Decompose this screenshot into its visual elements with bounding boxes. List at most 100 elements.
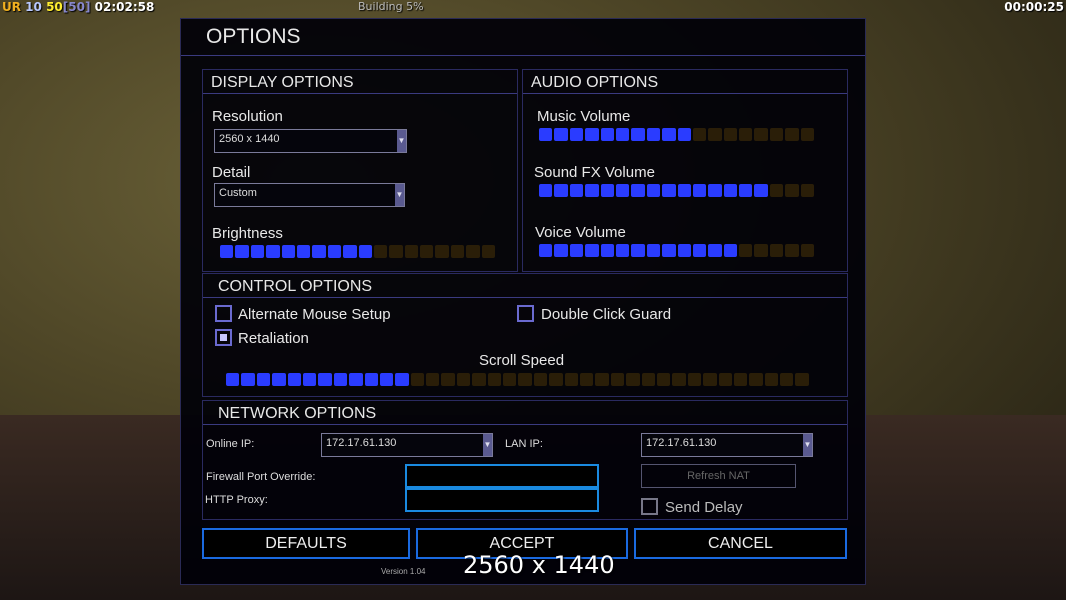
slider-segment[interactable] xyxy=(646,184,661,197)
slider-segment[interactable] xyxy=(769,244,784,257)
slider-segment[interactable] xyxy=(226,373,240,386)
slider-segment[interactable] xyxy=(754,244,768,257)
slider-segment[interactable] xyxy=(426,373,440,386)
slider-segment[interactable] xyxy=(692,244,707,257)
slider-segment[interactable] xyxy=(595,373,609,386)
slider-segment[interactable] xyxy=(626,373,640,386)
slider-segment[interactable] xyxy=(564,373,578,386)
slider-segment[interactable] xyxy=(615,128,630,141)
slider-segment[interactable] xyxy=(733,373,748,386)
slider-segment[interactable] xyxy=(723,244,738,257)
slider-segment[interactable] xyxy=(420,245,434,258)
slider-segment[interactable] xyxy=(800,128,815,141)
online-ip-dropdown[interactable]: 172.17.61.130 ▼ xyxy=(321,433,493,457)
slider-segment[interactable] xyxy=(739,128,753,141)
slider-segment[interactable] xyxy=(795,373,809,386)
slider-segment[interactable] xyxy=(677,244,691,257)
http-proxy-input[interactable] xyxy=(405,488,599,512)
slider-segment[interactable] xyxy=(312,245,326,258)
alternate-mouse-checkbox[interactable] xyxy=(215,305,232,322)
slider-segment[interactable] xyxy=(641,373,655,386)
slider-segment[interactable] xyxy=(585,244,599,257)
slider-segment[interactable] xyxy=(349,373,363,386)
slider-segment[interactable] xyxy=(610,373,625,386)
detail-dropdown[interactable]: Custom ▼ xyxy=(214,183,405,207)
retaliation-checkbox[interactable] xyxy=(215,329,232,346)
slider-segment[interactable] xyxy=(692,184,707,197)
slider-segment[interactable] xyxy=(569,128,584,141)
slider-segment[interactable] xyxy=(404,245,419,258)
firewall-port-input[interactable] xyxy=(405,464,599,488)
slider-segment[interactable] xyxy=(318,373,332,386)
defaults-button[interactable]: DEFAULTS xyxy=(202,528,410,559)
slider-segment[interactable] xyxy=(785,184,799,197)
slider-segment[interactable] xyxy=(410,373,425,386)
slider-segment[interactable] xyxy=(800,244,815,257)
slider-segment[interactable] xyxy=(364,373,378,386)
slider-segment[interactable] xyxy=(800,184,815,197)
resolution-dropdown[interactable]: 2560 x 1440 ▼ xyxy=(214,129,407,153)
slider-segment[interactable] xyxy=(554,244,568,257)
slider-segment[interactable] xyxy=(466,245,480,258)
slider-segment[interactable] xyxy=(250,245,265,258)
slider-segment[interactable] xyxy=(287,373,301,386)
slider-segment[interactable] xyxy=(600,244,614,257)
slider-segment[interactable] xyxy=(518,373,532,386)
slider-segment[interactable] xyxy=(539,244,553,257)
slider-segment[interactable] xyxy=(615,244,630,257)
slider-segment[interactable] xyxy=(266,245,280,258)
slider-segment[interactable] xyxy=(281,245,295,258)
slider-segment[interactable] xyxy=(600,128,614,141)
slider-segment[interactable] xyxy=(395,373,409,386)
slider-segment[interactable] xyxy=(769,184,784,197)
slider-segment[interactable] xyxy=(631,128,645,141)
slider-segment[interactable] xyxy=(441,373,455,386)
slider-segment[interactable] xyxy=(646,128,661,141)
voice-volume-slider[interactable] xyxy=(539,244,815,257)
slider-segment[interactable] xyxy=(343,245,357,258)
slider-segment[interactable] xyxy=(687,373,702,386)
slider-segment[interactable] xyxy=(327,245,342,258)
slider-segment[interactable] xyxy=(549,373,563,386)
slider-segment[interactable] xyxy=(677,128,691,141)
slider-segment[interactable] xyxy=(662,128,676,141)
slider-segment[interactable] xyxy=(435,245,449,258)
slider-segment[interactable] xyxy=(708,184,722,197)
slider-segment[interactable] xyxy=(379,373,394,386)
slider-segment[interactable] xyxy=(373,245,388,258)
slider-segment[interactable] xyxy=(569,244,584,257)
slider-segment[interactable] xyxy=(389,245,403,258)
slider-segment[interactable] xyxy=(569,184,584,197)
slider-segment[interactable] xyxy=(723,184,738,197)
send-delay-checkbox[interactable] xyxy=(641,498,658,515)
slider-segment[interactable] xyxy=(456,373,471,386)
slider-segment[interactable] xyxy=(769,128,784,141)
slider-segment[interactable] xyxy=(579,373,594,386)
slider-segment[interactable] xyxy=(481,245,496,258)
slider-segment[interactable] xyxy=(708,244,722,257)
slider-segment[interactable] xyxy=(646,244,661,257)
slider-segment[interactable] xyxy=(749,373,763,386)
slider-segment[interactable] xyxy=(615,184,630,197)
slider-segment[interactable] xyxy=(662,184,676,197)
slider-segment[interactable] xyxy=(503,373,517,386)
slider-segment[interactable] xyxy=(539,128,553,141)
slider-segment[interactable] xyxy=(631,244,645,257)
slider-segment[interactable] xyxy=(450,245,465,258)
slider-segment[interactable] xyxy=(718,373,732,386)
double-click-guard-checkbox[interactable] xyxy=(517,305,534,322)
slider-segment[interactable] xyxy=(487,373,502,386)
slider-segment[interactable] xyxy=(708,128,722,141)
slider-segment[interactable] xyxy=(220,245,234,258)
slider-segment[interactable] xyxy=(256,373,271,386)
slider-segment[interactable] xyxy=(358,245,372,258)
lan-ip-dropdown[interactable]: 172.17.61.130 ▼ xyxy=(641,433,813,457)
slider-segment[interactable] xyxy=(780,373,794,386)
slider-segment[interactable] xyxy=(754,128,768,141)
slider-segment[interactable] xyxy=(235,245,249,258)
slider-segment[interactable] xyxy=(472,373,486,386)
slider-segment[interactable] xyxy=(302,373,317,386)
slider-segment[interactable] xyxy=(677,184,691,197)
slider-segment[interactable] xyxy=(692,128,707,141)
slider-segment[interactable] xyxy=(533,373,548,386)
